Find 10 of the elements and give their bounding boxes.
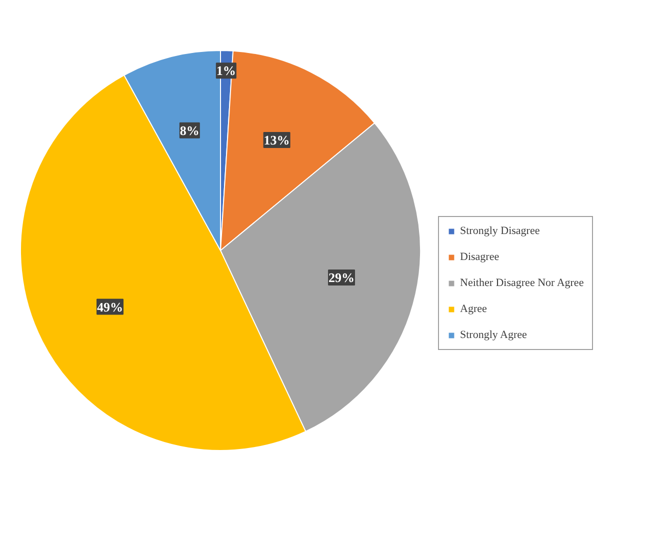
data-label: 29% <box>328 270 355 286</box>
legend-label: Strongly Disagree <box>460 225 540 237</box>
data-label: 8% <box>180 122 200 138</box>
legend-label: Strongly Agree <box>460 329 527 341</box>
legend-label: Agree <box>460 303 487 315</box>
data-label: 13% <box>264 132 290 148</box>
data-label: 1% <box>216 63 236 78</box>
data-label: 49% <box>97 299 124 314</box>
legend-label: Disagree <box>460 251 500 263</box>
legend-label: Neither Disagree Nor Agree <box>460 277 584 289</box>
